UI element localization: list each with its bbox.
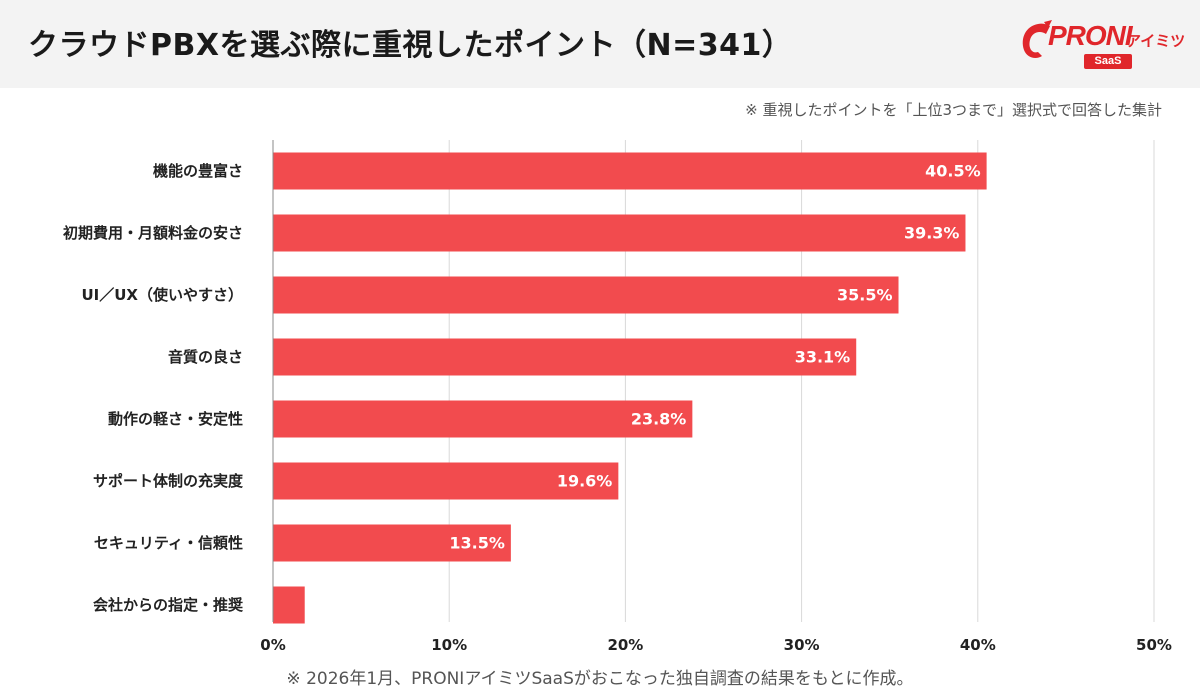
value-label: 39.3% xyxy=(904,224,960,243)
category-label: 会社からの指定・推奨 xyxy=(93,596,244,614)
bar xyxy=(273,338,857,376)
x-tick-label: 10% xyxy=(431,636,467,654)
category-label: UI／UX（使いやすさ） xyxy=(81,286,243,304)
value-label: 35.5% xyxy=(837,286,893,305)
bar xyxy=(273,462,619,500)
value-label: 13.5% xyxy=(449,534,505,553)
value-label: 33.1% xyxy=(795,348,851,367)
x-tick-label: 20% xyxy=(607,636,643,654)
bar xyxy=(273,152,987,190)
bar xyxy=(273,524,511,562)
x-tick-label: 50% xyxy=(1136,636,1172,654)
source-footnote: ※ 2026年1月、PRONIアイミツSaaSがおこなった独自調査の結果をもとに… xyxy=(286,669,914,689)
bar xyxy=(273,400,693,438)
logo-sub-text: アイミツ xyxy=(1126,32,1186,50)
bar xyxy=(273,276,899,314)
header-bar: クラウドPBXを選ぶ際に重視したポイント（N=341） PRONI アイミツ S… xyxy=(0,0,1200,88)
x-tick-label: 40% xyxy=(960,636,996,654)
proni-logo: PRONI アイミツ SaaS xyxy=(1018,18,1185,72)
category-label: 機能の豊富さ xyxy=(153,162,243,180)
bar xyxy=(273,586,305,624)
bar xyxy=(273,214,966,252)
logo-main-text: PRONI xyxy=(1048,20,1133,51)
proni-logo-mark-icon xyxy=(1022,20,1052,58)
category-label: セキュリティ・信頼性 xyxy=(94,534,243,552)
x-tick-label: 30% xyxy=(784,636,820,654)
category-label: 音質の良さ xyxy=(168,348,243,366)
chart-title: クラウドPBXを選ぶ際に重視したポイント（N=341） xyxy=(28,28,793,63)
category-label: サポート体制の充実度 xyxy=(93,472,244,490)
category-label: 初期費用・月額料金の安さ xyxy=(63,224,243,242)
survey-note: ※ 重視したポイントを「上位3つまで」選択式で回答した集計 xyxy=(745,101,1162,119)
category-label: 動作の軽さ・安定性 xyxy=(108,410,243,428)
x-tick-label: 0% xyxy=(260,636,285,654)
value-label: 40.5% xyxy=(925,162,981,181)
logo-badge: SaaS xyxy=(1084,54,1132,69)
value-label: 19.6% xyxy=(557,472,613,491)
value-label: 23.8% xyxy=(631,410,687,429)
